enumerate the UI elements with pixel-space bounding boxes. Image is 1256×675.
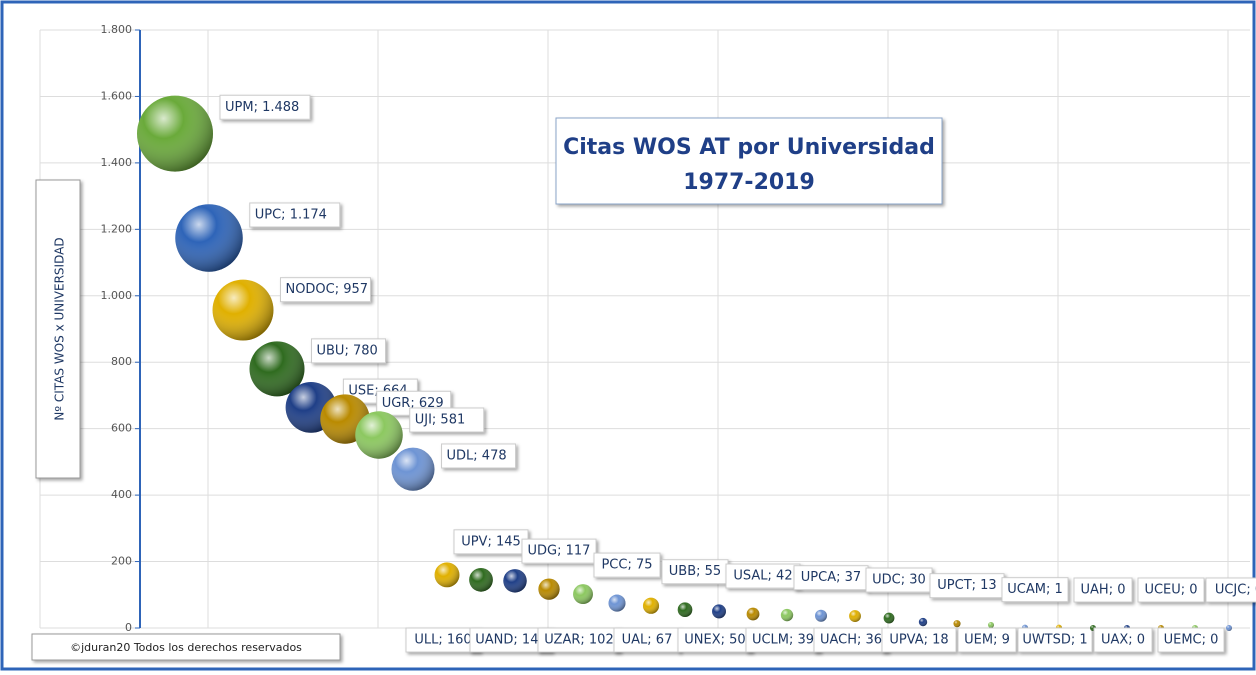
label-box [279, 277, 371, 303]
y-tick-label: 1.200 [101, 222, 133, 235]
data-label: UAH; 0 [1081, 583, 1126, 598]
bubble-shine [677, 602, 693, 618]
bubble-shine [883, 612, 895, 624]
label-box [1017, 627, 1093, 653]
data-label: UBB; 55 [669, 564, 721, 579]
label-box [521, 538, 597, 564]
data-label: UAL; 67 [622, 633, 673, 648]
y-tick-label: 1.600 [101, 89, 133, 102]
label-box [813, 627, 889, 653]
data-label: UCAM; 1 [1007, 582, 1063, 597]
data-label: UNEX; 50 [684, 633, 745, 648]
data-label: UEM; 9 [964, 633, 1010, 648]
label-box [1073, 577, 1133, 603]
bubble-shine [469, 567, 493, 592]
bubble-shine [918, 617, 928, 627]
y-axis-label: Nº CITAS WOS x UNIVERSIDAD [53, 237, 67, 420]
data-label: UGR; 629 [382, 396, 444, 411]
chart-title: Citas WOS AT por Universidad [563, 135, 935, 160]
bubble-shine [434, 562, 460, 588]
data-label: USAL; 42 [733, 569, 792, 584]
data-label: UWTSD; 1 [1022, 633, 1087, 648]
bubble-shine [780, 608, 794, 622]
label-box [537, 627, 621, 653]
label-box [441, 443, 517, 469]
data-label: UDL; 478 [447, 448, 507, 463]
label-box [409, 407, 485, 433]
label-box [1137, 577, 1205, 603]
data-label: ULL; 160 [414, 633, 471, 648]
bubble-shine [538, 578, 560, 600]
y-tick-label: 1.800 [101, 23, 133, 36]
data-label: UCJC; 0 [1215, 583, 1256, 598]
bubble-shine [746, 607, 760, 621]
bubble-shine [212, 279, 274, 341]
label-box [1157, 627, 1225, 653]
bubble-shine [503, 569, 527, 593]
label-box [593, 552, 661, 578]
bubble-shine [642, 597, 660, 614]
y-tick-label: 400 [111, 488, 132, 501]
data-label: UPM; 1.488 [225, 100, 299, 115]
copyright: ©jduran20 Todos los derechos reservados [70, 641, 302, 654]
data-label: UDG; 117 [528, 544, 591, 559]
y-label-box [35, 179, 81, 479]
data-label: UAND; 142 [475, 633, 546, 648]
bubble-shine [988, 622, 994, 629]
label-box [1001, 577, 1069, 603]
bubble-shine [573, 584, 593, 605]
data-label: UPCA; 37 [801, 570, 861, 585]
data-label: UACH; 36 [820, 633, 882, 648]
data-label: UAX; 0 [1101, 633, 1145, 648]
label-box [249, 202, 341, 228]
label-box [219, 94, 311, 120]
label-box [613, 627, 681, 653]
data-label: UEMC; 0 [1164, 633, 1219, 648]
data-label: UPVA; 18 [889, 633, 948, 648]
label-box [1205, 577, 1256, 603]
bubble-shine [391, 447, 435, 491]
data-label: NODOC; 957 [285, 282, 368, 297]
data-label: UPCT; 13 [937, 578, 996, 593]
bubble-shine [175, 204, 243, 272]
label-box [677, 627, 753, 653]
label-box [957, 627, 1017, 653]
bubble-shine [249, 341, 305, 397]
label-box [661, 559, 729, 585]
y-tick-label: 600 [111, 422, 132, 435]
data-label: UBU; 780 [317, 343, 378, 358]
data-label: UZAR; 102 [544, 633, 613, 648]
bubble-shine [849, 610, 861, 622]
data-label: UPV; 145 [461, 534, 521, 549]
label-box [725, 563, 801, 589]
data-label: UDC; 30 [872, 573, 926, 588]
data-label: UJI; 581 [415, 412, 466, 427]
title-box [555, 117, 943, 205]
data-label: UCLM; 39 [752, 633, 814, 648]
y-tick-label: 200 [111, 555, 132, 568]
bubble-shine [815, 609, 827, 622]
label-box [1093, 627, 1153, 653]
data-label: UCEU; 0 [1144, 583, 1197, 598]
label-box [929, 573, 1005, 599]
y-tick-label: 800 [111, 355, 132, 368]
label-box [453, 529, 529, 555]
bubble-shine [1226, 625, 1232, 631]
note-box [31, 633, 341, 661]
bubble-shine [953, 620, 961, 628]
data-label: PCC; 75 [601, 558, 652, 573]
bubble-shine [608, 594, 626, 612]
bubble-shine [355, 411, 403, 459]
y-tick-label: 0 [125, 621, 132, 634]
data-label: UPC; 1.174 [255, 207, 327, 222]
chart-subtitle: 1977-2019 [683, 170, 815, 195]
bubble-shine [137, 95, 213, 172]
bubble-shine [712, 604, 726, 619]
y-tick-label: 1.400 [101, 156, 133, 169]
y-tick-label: 1.000 [101, 289, 133, 302]
label-box [311, 338, 387, 364]
label-box [881, 627, 957, 653]
label-box [745, 627, 821, 653]
